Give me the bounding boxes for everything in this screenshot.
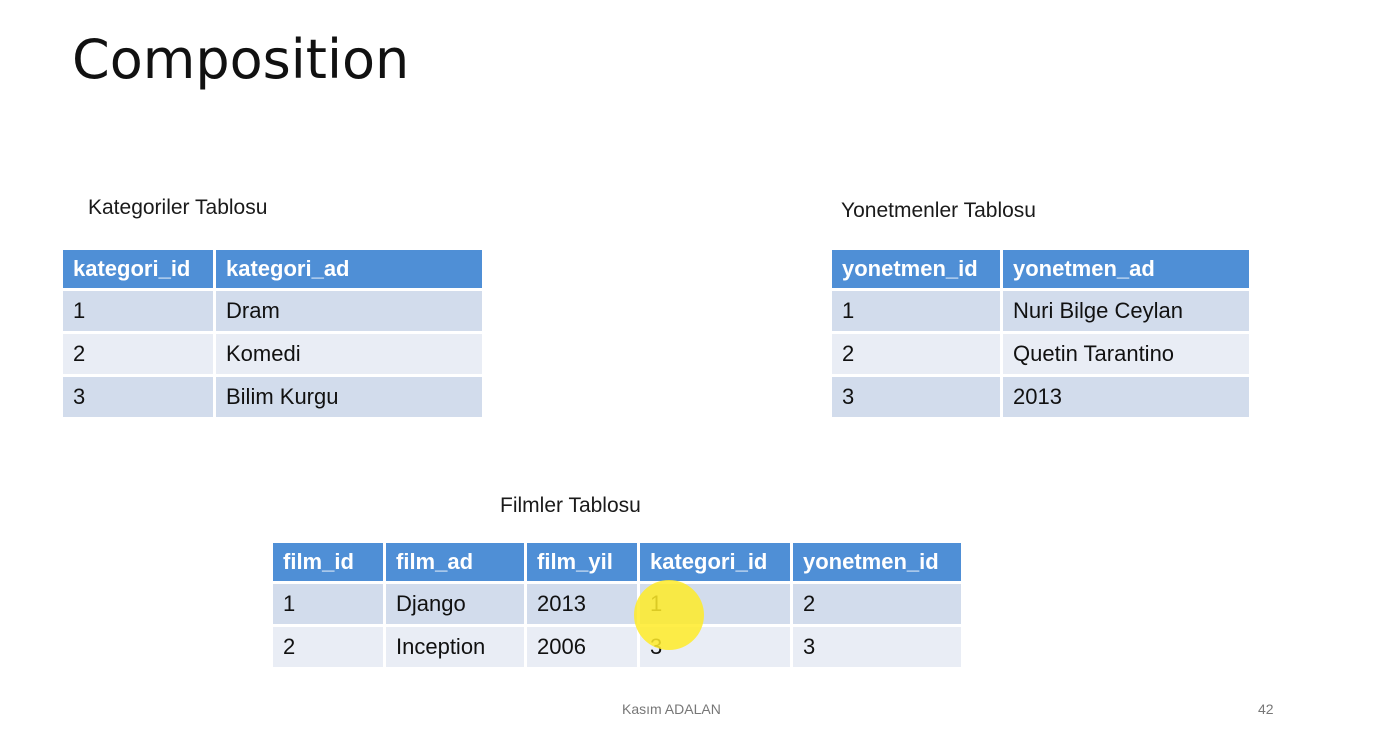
slide-title: Composition: [72, 28, 410, 91]
table-row: 2 Quetin Tarantino: [832, 334, 1249, 374]
table-cell: 1: [832, 291, 1000, 331]
column-header: film_ad: [386, 543, 524, 581]
table-cell: 2: [63, 334, 213, 374]
table-header-row: film_id film_ad film_yil kategori_id yon…: [273, 543, 961, 581]
table-row: 1 Dram: [63, 291, 482, 331]
column-header: yonetmen_ad: [1003, 250, 1249, 288]
table-cell: 2006: [527, 627, 637, 667]
column-header: yonetmen_id: [832, 250, 1000, 288]
column-header: yonetmen_id: [793, 543, 961, 581]
table-cell: 3: [63, 377, 213, 417]
table-cell: Komedi: [216, 334, 482, 374]
filmler-table: film_id film_ad film_yil kategori_id yon…: [270, 540, 964, 670]
page-number: 42: [1258, 701, 1274, 717]
kategoriler-caption: Kategoriler Tablosu: [88, 196, 268, 219]
table-cell: Quetin Tarantino: [1003, 334, 1249, 374]
table-cell: 3: [832, 377, 1000, 417]
table-row: 2 Inception 2006 3 3: [273, 627, 961, 667]
table-cell: 2: [832, 334, 1000, 374]
table-cell: 3: [793, 627, 961, 667]
table-cell: 2: [793, 584, 961, 624]
table-cell: Django: [386, 584, 524, 624]
yonetmenler-caption: Yonetmenler Tablosu: [841, 199, 1036, 222]
table-row: 3 2013: [832, 377, 1249, 417]
table-row: 2 Komedi: [63, 334, 482, 374]
table-cell: 1: [273, 584, 383, 624]
table-cell: Nuri Bilge Ceylan: [1003, 291, 1249, 331]
table-cell: 3: [640, 627, 790, 667]
yonetmenler-table: yonetmen_id yonetmen_ad 1 Nuri Bilge Cey…: [829, 247, 1252, 420]
table-cell: Dram: [216, 291, 482, 331]
table-cell: 1: [640, 584, 790, 624]
filmler-caption: Filmler Tablosu: [500, 494, 641, 517]
footer-author: Kasım ADALAN: [622, 701, 721, 717]
table-header-row: yonetmen_id yonetmen_ad: [832, 250, 1249, 288]
table-header-row: kategori_id kategori_ad: [63, 250, 482, 288]
table-cell: Inception: [386, 627, 524, 667]
table-row: 1 Django 2013 1 2: [273, 584, 961, 624]
table-cell: 1: [63, 291, 213, 331]
table-row: 1 Nuri Bilge Ceylan: [832, 291, 1249, 331]
table-cell: 2: [273, 627, 383, 667]
table-cell: 2013: [527, 584, 637, 624]
table-row: 3 Bilim Kurgu: [63, 377, 482, 417]
column-header: film_id: [273, 543, 383, 581]
column-header: kategori_ad: [216, 250, 482, 288]
column-header: kategori_id: [63, 250, 213, 288]
column-header: film_yil: [527, 543, 637, 581]
column-header: kategori_id: [640, 543, 790, 581]
kategoriler-table: kategori_id kategori_ad 1 Dram 2 Komedi …: [60, 247, 485, 420]
table-cell: 2013: [1003, 377, 1249, 417]
table-cell: Bilim Kurgu: [216, 377, 482, 417]
